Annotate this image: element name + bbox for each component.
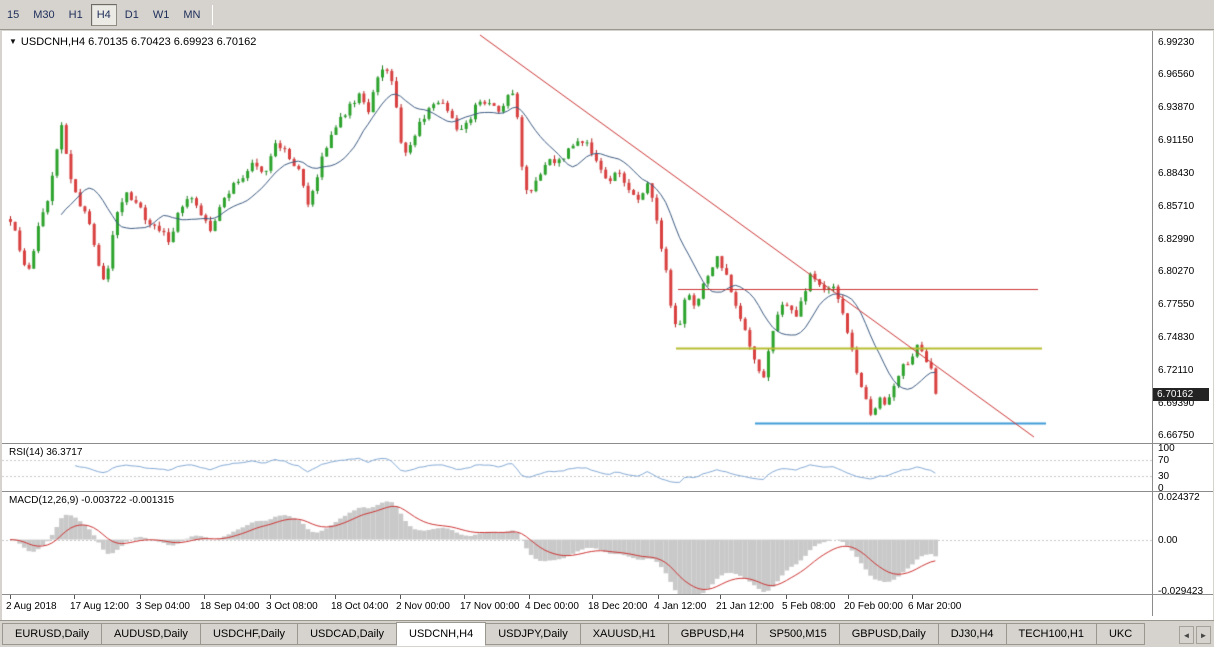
- time-axis-label: 17 Aug 12:00: [70, 601, 129, 612]
- tabs-scroll-right-button[interactable]: ►: [1196, 626, 1211, 644]
- macd-level-label: -0.029423: [1158, 586, 1204, 597]
- time-axis-label: 21 Jan 12:00: [716, 601, 774, 612]
- chart-tab-gbpusd-daily[interactable]: GBPUSD,Daily: [838, 623, 939, 645]
- tabs-scroll-left-button[interactable]: ◄: [1179, 626, 1194, 644]
- panel-divider[interactable]: [2, 594, 1213, 595]
- timeframe-button-h1[interactable]: H1: [68, 8, 83, 21]
- price-scale-label: 6.72110: [1158, 365, 1194, 377]
- chart-ohlc-title: ▼ USDCNH,H4 6.70135 6.70423 6.69923 6.70…: [9, 36, 256, 48]
- time-axis-tick: [74, 595, 75, 599]
- time-axis-tick: [786, 595, 787, 599]
- time-axis-tick: [912, 595, 913, 599]
- current-price-badge: 6.70162: [1153, 387, 1209, 401]
- timeframe-button-h4[interactable]: H4: [90, 3, 117, 26]
- chart-tab-dj30-h4[interactable]: DJ30,H4: [937, 623, 1007, 645]
- panel-divider[interactable]: [2, 491, 1213, 492]
- time-axis-tick: [529, 595, 530, 599]
- macd-indicator-canvas[interactable]: [2, 493, 1152, 595]
- rsi-level-label: 70: [1158, 455, 1170, 466]
- price-scale-label: 6.66750: [1158, 430, 1195, 441]
- price-scale-label: 6.74830: [1158, 332, 1195, 344]
- timeframe-button-w1[interactable]: W1: [152, 8, 170, 21]
- rsi-level-label: 30: [1158, 471, 1170, 482]
- rsi-indicator-canvas[interactable]: [2, 445, 1152, 491]
- chart-tab-usdchf-daily[interactable]: USDCHF,Daily: [199, 623, 299, 645]
- price-scale-label: 6.80270: [1158, 266, 1195, 278]
- price-scale-label: 6.99230: [1158, 37, 1195, 48]
- chart-tab-gbpusd-h4[interactable]: GBPUSD,H4: [667, 623, 758, 645]
- time-axis-label: 18 Dec 20:00: [588, 601, 648, 612]
- time-axis-label: 20 Feb 00:00: [844, 601, 903, 612]
- chart-title-text: USDCNH,H4 6.70135 6.70423 6.69923 6.7016…: [20, 36, 257, 48]
- time-axis-tick: [10, 595, 11, 599]
- price-scale-label: 6.96560: [1158, 69, 1195, 81]
- price-scale-label: 6.93870: [1158, 101, 1195, 113]
- chart-tab-xauusd-h1[interactable]: XAUUSD,H1: [579, 623, 669, 645]
- time-axis-label: 18 Sep 04:00: [200, 601, 260, 612]
- chart-tab-sp500-m15[interactable]: SP500,M15: [756, 623, 840, 645]
- macd-level-label: 0.024372: [1158, 492, 1200, 503]
- timeframe-button-m30[interactable]: M30: [33, 8, 55, 21]
- time-axis-tick: [335, 595, 336, 599]
- time-axis-label: 2 Aug 2018: [6, 601, 57, 612]
- time-axis-label: 18 Oct 04:00: [331, 601, 389, 612]
- macd-indicator-label: MACD(12,26,9) -0.003722 -0.001315: [9, 495, 175, 506]
- time-axis-tick: [400, 595, 401, 599]
- time-axis-label: 3 Sep 04:00: [136, 601, 190, 612]
- chart-tabbar: EURUSD,Daily AUDUSD,Daily USDCHF,Daily USDC…: [0, 620, 1214, 647]
- price-scale-label: 6.91150: [1158, 134, 1194, 146]
- time-axis-label: 6 Mar 20:00: [908, 601, 962, 612]
- chart-tab-audusd-daily[interactable]: AUDUSD,Daily: [100, 623, 201, 645]
- time-axis-label: 4 Dec 00:00: [525, 601, 579, 612]
- time-axis-label: 17 Nov 00:00: [460, 601, 520, 612]
- chart-tab-usdcnh-h4[interactable]: USDCNH,H4: [396, 622, 487, 646]
- chart-marker-icon: ▼: [9, 37, 17, 46]
- tab-scroll-controls: ◄ ►: [1173, 622, 1214, 647]
- time-axis-tick: [464, 595, 465, 599]
- timeframe-button-15[interactable]: 15: [7, 8, 20, 21]
- time-axis-label: 3 Oct 08:00: [266, 601, 318, 612]
- chart-tab-usdjpy-daily[interactable]: USDJPY,Daily: [485, 623, 581, 645]
- rsi-level-label: 100: [1158, 443, 1175, 454]
- timeframe-button-d1[interactable]: D1: [124, 8, 139, 21]
- macd-level-label: 0.00: [1158, 534, 1178, 546]
- toolbar-separator: [212, 4, 214, 25]
- chart-window: ▼ USDCNH,H4 6.70135 6.70423 6.69923 6.70…: [2, 31, 1213, 620]
- chart-tab-eurusd-daily[interactable]: EURUSD,Daily: [2, 623, 102, 645]
- price-scale-label: 6.69390: [1158, 398, 1195, 410]
- timeframe-toolbar: 15 M30 H1 H4 D1 W1 MN: [0, 0, 1214, 30]
- time-axis-tick: [720, 595, 721, 599]
- chart-tabs: EURUSD,Daily AUDUSD,Daily USDCHF,Daily USDC…: [0, 621, 1146, 647]
- time-axis-tick: [270, 595, 271, 599]
- panel-divider[interactable]: [2, 443, 1213, 444]
- chart-tab-tech100-h1[interactable]: TECH100,H1: [1005, 623, 1097, 645]
- time-axis-tick: [140, 595, 141, 599]
- price-scale-label: 6.77550: [1158, 299, 1195, 311]
- time-axis-tick: [658, 595, 659, 599]
- rsi-level-label: 0: [1158, 483, 1164, 494]
- price-scale-divider: [1152, 31, 1153, 616]
- time-axis-tick: [592, 595, 593, 599]
- time-axis-label: 5 Feb 08:00: [782, 601, 836, 612]
- price-scale-label: 6.85710: [1158, 200, 1195, 212]
- time-axis-tick: [204, 595, 205, 599]
- time-axis-tick: [848, 595, 849, 599]
- price-scale-label: 6.82990: [1158, 233, 1195, 245]
- time-scale[interactable]: 2 Aug 2018 17 Aug 12:00 3 Sep 04:00 18 Sep …: [2, 595, 1152, 616]
- chart-tab-ukc[interactable]: UKC: [1095, 623, 1146, 645]
- timeframe-button-mn[interactable]: MN: [183, 8, 201, 21]
- candlestick-chart-canvas[interactable]: [2, 33, 1152, 443]
- price-scale-label: 6.88430: [1158, 167, 1195, 179]
- time-axis-label: 4 Jan 12:00: [654, 601, 707, 612]
- rsi-indicator-label: RSI(14) 36.3717: [9, 447, 83, 458]
- time-axis-label: 2 Nov 00:00: [396, 601, 450, 612]
- chart-tab-usdcad-daily[interactable]: USDCAD,Daily: [297, 623, 398, 645]
